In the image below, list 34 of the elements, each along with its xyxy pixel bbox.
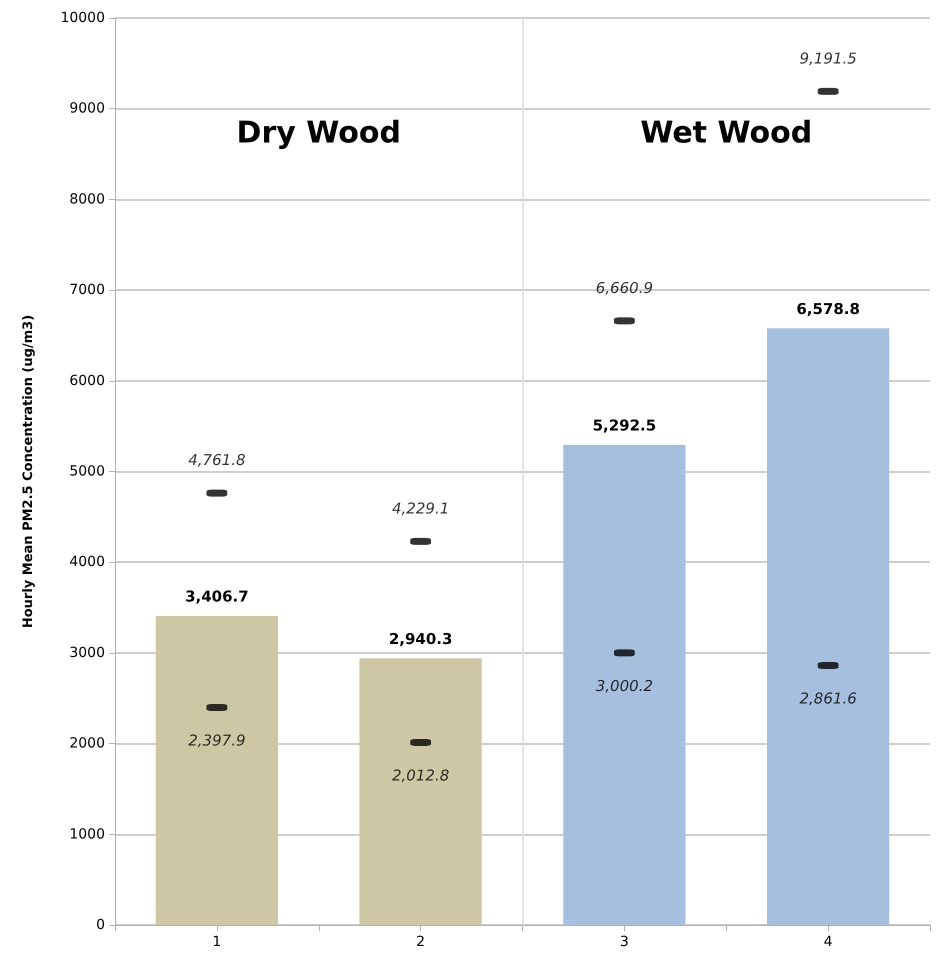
bar — [360, 658, 482, 925]
y-tick-label: 9000 — [69, 100, 105, 117]
x-tick-label: 3 — [620, 934, 629, 950]
y-tick-label: 5000 — [69, 464, 105, 480]
y-tick-label: 10000 — [60, 10, 105, 26]
data-label: 4,761.8 — [188, 451, 246, 470]
y-tick-label: 4000 — [69, 554, 105, 570]
data-label: 2,397.9 — [188, 732, 246, 750]
y-tick-label: 7000 — [69, 282, 105, 298]
data-label: 2,861.6 — [799, 689, 857, 708]
y-tick-label: 0 — [96, 917, 105, 933]
y-tick-label: 6000 — [69, 372, 105, 389]
y-tick-label: 2000 — [69, 736, 105, 752]
data-label: 2,012.8 — [392, 766, 450, 784]
data-label: 6,660.9 — [596, 278, 654, 297]
data-label: 6,578.8 — [796, 300, 860, 318]
bar — [156, 616, 278, 925]
data-label: 5,292.5 — [592, 416, 656, 434]
data-label: 2,940.3 — [388, 630, 452, 648]
y-tick-label: 3000 — [69, 644, 105, 661]
data-label: 3,000.2 — [596, 676, 654, 695]
data-label: 9,191.5 — [799, 49, 857, 68]
y-tick-label: 1000 — [69, 826, 105, 842]
bar — [767, 328, 890, 925]
y-tick-label: 8000 — [69, 191, 105, 208]
x-tick-label: 2 — [416, 934, 426, 950]
data-label: 3,406.7 — [185, 588, 249, 606]
x-tick-label: 4 — [824, 934, 833, 950]
data-label: 4,229.1 — [392, 499, 450, 518]
annotation: Wet Wood — [640, 116, 812, 150]
bar — [563, 444, 686, 925]
annotation: Dry Wood — [236, 116, 401, 150]
y-axis-title: Hourly Mean PM2.5 Concentration (ug/m3) — [21, 314, 36, 628]
x-tick-label: 1 — [212, 934, 222, 950]
